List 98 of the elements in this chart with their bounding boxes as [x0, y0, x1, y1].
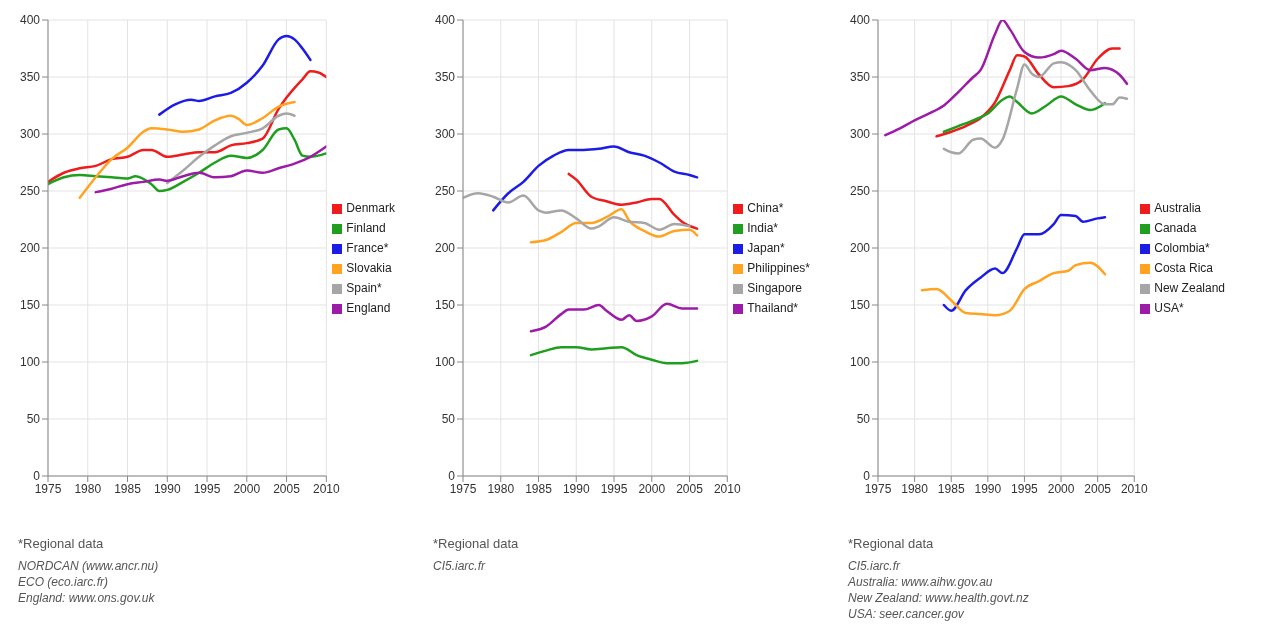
x-tick-label: 1995 [193, 481, 221, 496]
y-tick-label: 100 [19, 355, 41, 370]
y-tick-label: 50 [856, 412, 871, 427]
y-tick-label: 400 [19, 13, 41, 28]
text: ECO (eco.iarc.fr) [18, 575, 109, 589]
text: England: www.ons.gov.uk [18, 591, 156, 605]
y-tick-label: 250 [849, 184, 871, 199]
legend-label: Slovakia [346, 261, 392, 275]
x-tick-label: 1975 [449, 481, 477, 496]
line-series [884, 20, 1129, 137]
line-series [920, 261, 1107, 317]
legend-label: Spain* [346, 281, 382, 295]
legend-label: Colombia* [1154, 241, 1210, 255]
x-tick-label: 1975 [34, 481, 62, 496]
y-tick-label: 50 [441, 412, 456, 427]
y-tick-label: 50 [26, 412, 41, 427]
legend-label: Japan* [747, 241, 785, 255]
legend-label: Thailand* [747, 301, 798, 315]
legend-label: Finland [346, 221, 386, 235]
line-series [158, 34, 312, 116]
line-series [491, 145, 699, 212]
y-tick-label: 100 [434, 355, 456, 370]
line-series [48, 70, 327, 184]
line-series [48, 127, 327, 193]
line-series [94, 145, 327, 194]
line-series [935, 47, 1121, 138]
legend-label: France* [346, 241, 389, 255]
line-series [463, 192, 691, 232]
line-series [166, 112, 296, 185]
text: *Regional data [848, 536, 935, 551]
x-tick-label: 2000 [638, 481, 666, 496]
x-tick-label: 2005 [676, 481, 704, 496]
y-tick-label: 200 [434, 241, 456, 256]
y-tick-label: 150 [19, 298, 41, 313]
x-tick-label: 1995 [600, 481, 628, 496]
x-tick-label: 1975 [864, 481, 892, 496]
y-tick-label: 400 [849, 13, 871, 28]
y-tick-label: 350 [19, 70, 41, 85]
y-tick-label: 0 [448, 469, 456, 484]
x-tick-label: 2000 [233, 481, 261, 496]
x-tick-label: 2000 [1047, 481, 1075, 496]
y-tick-label: 350 [849, 70, 871, 85]
x-tick-label: 1980 [901, 481, 929, 496]
x-tick-label: 1990 [562, 481, 590, 496]
line-series [529, 207, 699, 244]
x-tick-label: 1980 [74, 481, 102, 496]
x-tick-label: 2010 [713, 481, 741, 496]
y-tick-label: 200 [19, 241, 41, 256]
text: CI5.iarc.fr [848, 559, 902, 573]
x-tick-label: 1985 [114, 481, 142, 496]
text: *Regional data [18, 536, 105, 551]
x-tick-label: 1990 [974, 481, 1002, 496]
y-tick-label: 0 [33, 469, 41, 484]
line-series [942, 213, 1107, 312]
legend-label: Canada [1154, 221, 1197, 235]
x-tick-label: 1985 [525, 481, 553, 496]
line-series [529, 345, 699, 365]
legend-label: Costa Rica [1154, 261, 1213, 275]
legend-label: Philippines* [747, 261, 810, 275]
x-tick-label: 2005 [273, 481, 301, 496]
legend-label: China* [747, 201, 784, 215]
line-series [942, 60, 1129, 155]
y-tick-label: 100 [849, 355, 871, 370]
x-tick-label: 1985 [937, 481, 965, 496]
y-tick-label: 250 [19, 184, 41, 199]
legend-label: England [346, 301, 391, 315]
y-tick-label: 150 [849, 298, 871, 313]
legend-label: Australia [1154, 201, 1201, 215]
y-tick-label: 400 [434, 13, 456, 28]
x-tick-label: 2010 [312, 481, 340, 496]
line-series [78, 100, 296, 200]
text: USA: seer.cancer.gov [848, 607, 965, 621]
y-tick-label: 250 [434, 184, 456, 199]
x-tick-label: 2005 [1084, 481, 1112, 496]
text: NORDCAN (www.ancr.nu) [18, 559, 160, 573]
x-tick-label: 1980 [487, 481, 515, 496]
x-tick-label: 1995 [1011, 481, 1039, 496]
line-series [942, 95, 1107, 133]
y-tick-label: 300 [434, 127, 456, 142]
x-tick-label: 1990 [153, 481, 181, 496]
legend-label: India* [747, 221, 778, 235]
legend-label: USA* [1154, 301, 1184, 315]
line-series [567, 172, 699, 230]
y-tick-label: 0 [863, 469, 871, 484]
y-tick-label: 150 [434, 298, 456, 313]
text: New Zealand: www.health.govt.nz [848, 591, 1030, 605]
legend-label: Denmark [346, 201, 395, 215]
text: Australia: www.aihw.gov.au [848, 575, 994, 589]
y-tick-label: 300 [849, 127, 871, 142]
legend-label: New Zealand [1154, 281, 1225, 295]
y-tick-label: 350 [434, 70, 456, 85]
x-tick-label: 2010 [1120, 481, 1148, 496]
legend-label: Singapore [747, 281, 802, 295]
text: CI5.iarc.fr [433, 559, 487, 573]
line-series [529, 302, 699, 333]
y-tick-label: 300 [19, 127, 41, 142]
text: *Regional data [433, 536, 520, 551]
y-tick-label: 200 [849, 241, 871, 256]
